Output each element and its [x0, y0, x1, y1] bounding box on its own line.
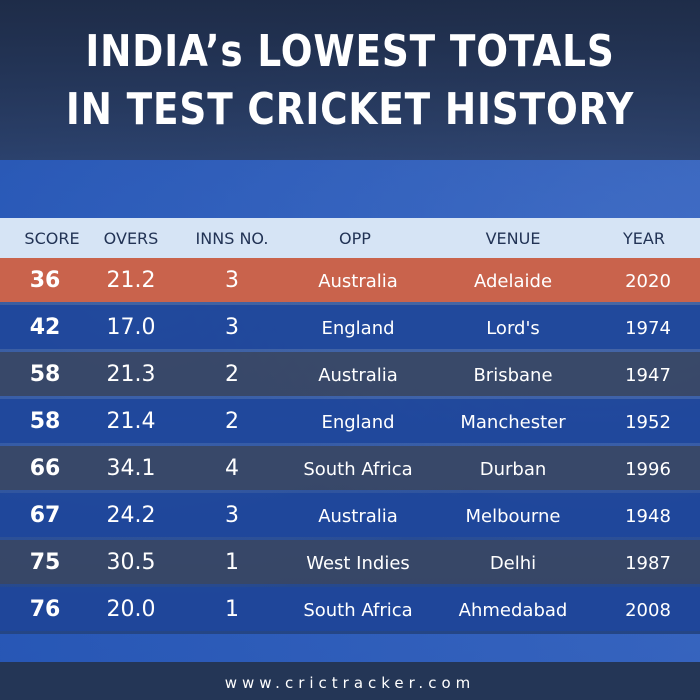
cell-overs: 21.2 [106, 268, 156, 293]
website-url: www.crictracker.com [224, 674, 476, 692]
cell-overs: 30.5 [106, 550, 156, 575]
cell-venue: Brisbane [473, 365, 553, 386]
cell-year: 1948 [625, 506, 671, 527]
cell-year: 2020 [625, 271, 671, 292]
cell-opp: West Indies [306, 553, 410, 574]
cell-inns: 3 [225, 268, 239, 293]
title-line-1: INDIA’s LOWEST TOTALS [85, 26, 615, 77]
cell-inns: 4 [225, 456, 239, 481]
cell-opp: South Africa [303, 600, 413, 621]
table-row: 58 21.3 2 Australia Brisbane 1947 [0, 352, 700, 396]
cell-opp: England [321, 412, 395, 433]
cell-overs: 21.3 [106, 362, 156, 387]
cell-venue: Manchester [460, 412, 566, 433]
cell-inns: 1 [225, 597, 239, 622]
table-row: 66 34.1 4 South Africa Durban 1996 [0, 446, 700, 490]
footer-bar: www.crictracker.com [0, 662, 700, 700]
table-header: SCORE OVERS INNS NO. OPP VENUE YEAR [0, 218, 700, 258]
cell-year: 2008 [625, 600, 671, 621]
cell-year: 1952 [625, 412, 671, 433]
cell-inns: 2 [225, 362, 239, 387]
cell-venue: Durban [479, 459, 547, 480]
cell-overs: 17.0 [106, 315, 156, 340]
table-row: 75 30.5 1 West Indies Delhi 1987 [0, 540, 700, 584]
cell-opp: Australia [318, 365, 398, 386]
cell-venue: Lord's [486, 318, 540, 339]
cell-opp: South Africa [303, 459, 413, 480]
cell-opp: England [321, 318, 395, 339]
cell-inns: 1 [225, 550, 239, 575]
table-row: 67 24.2 3 Australia Melbourne 1948 [0, 493, 700, 537]
table-row: 36 21.2 3 Australia Adelaide 2020 [0, 258, 700, 302]
column-header-venue: VENUE [485, 229, 541, 248]
column-header-year: YEAR [623, 229, 665, 248]
cell-venue: Melbourne [465, 506, 561, 527]
column-header-inns: INNS NO. [195, 229, 269, 248]
cell-year: 1974 [625, 318, 671, 339]
column-header-score: SCORE [24, 229, 80, 248]
cell-venue: Adelaide [473, 271, 553, 292]
cell-year: 1947 [625, 365, 671, 386]
cell-score: 67 [29, 503, 61, 528]
cell-score: 42 [29, 315, 61, 340]
cell-score: 75 [29, 550, 61, 575]
column-header-opp: OPP [339, 229, 371, 248]
table-row: 76 20.0 1 South Africa Ahmedabad 2008 [0, 587, 700, 631]
cell-inns: 3 [225, 315, 239, 340]
cell-score: 76 [29, 597, 61, 622]
cell-year: 1996 [625, 459, 671, 480]
bottom-accent-band [0, 634, 700, 662]
title-banner: INDIA’s LOWEST TOTALS IN TEST CRICKET HI… [0, 0, 700, 160]
table-row: 42 17.0 3 England Lord's 1974 [0, 305, 700, 349]
cell-overs: 34.1 [106, 456, 156, 481]
cell-opp: Australia [318, 271, 398, 292]
table-row: 58 21.4 2 England Manchester 1952 [0, 399, 700, 443]
cell-venue: Delhi [489, 553, 537, 574]
top-accent-band [0, 160, 700, 218]
cell-score: 36 [29, 268, 61, 293]
cell-opp: Australia [318, 506, 398, 527]
cell-overs: 20.0 [106, 597, 156, 622]
cell-score: 66 [29, 456, 61, 481]
column-header-overs: OVERS [103, 229, 159, 248]
cell-venue: Ahmedabad [458, 600, 568, 621]
cell-overs: 21.4 [106, 409, 156, 434]
cell-score: 58 [29, 362, 61, 387]
title-line-2: IN TEST CRICKET HISTORY [65, 84, 635, 135]
cell-year: 1987 [625, 553, 671, 574]
cell-overs: 24.2 [106, 503, 156, 528]
cell-inns: 2 [225, 409, 239, 434]
cell-score: 58 [29, 409, 61, 434]
cell-inns: 3 [225, 503, 239, 528]
